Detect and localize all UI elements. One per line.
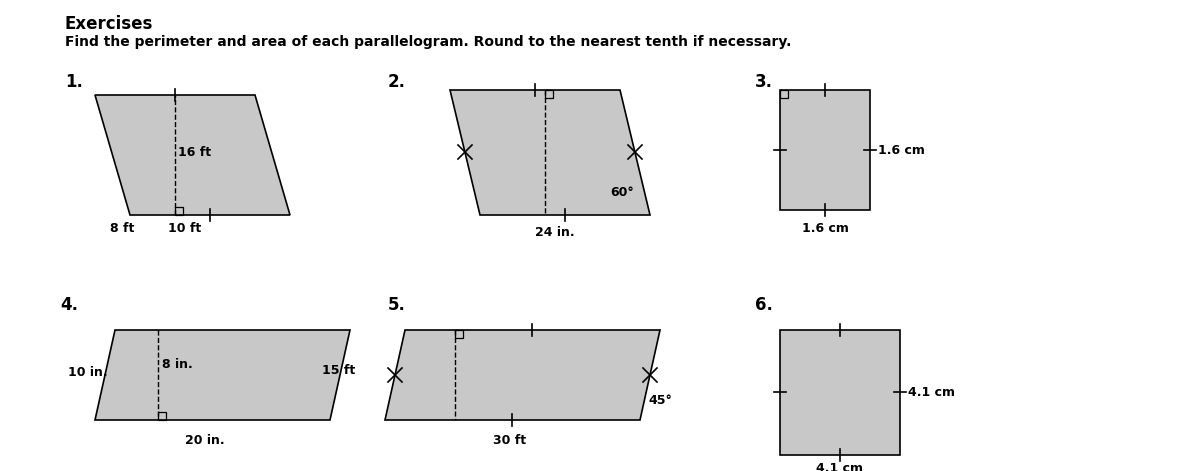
- Text: 60°: 60°: [610, 186, 634, 198]
- Polygon shape: [780, 90, 870, 210]
- Text: 5.: 5.: [388, 296, 406, 314]
- Text: 4.1 cm: 4.1 cm: [908, 385, 955, 398]
- Text: 3.: 3.: [755, 73, 773, 91]
- Polygon shape: [385, 330, 660, 420]
- Text: Exercises: Exercises: [65, 15, 154, 33]
- Text: 4.1 cm: 4.1 cm: [816, 462, 864, 471]
- Text: 30 ft: 30 ft: [493, 433, 527, 447]
- Text: 10 in.: 10 in.: [68, 365, 108, 379]
- Polygon shape: [95, 95, 290, 215]
- Text: 8 in.: 8 in.: [162, 358, 193, 372]
- Text: 24 in.: 24 in.: [535, 226, 575, 238]
- Text: 10 ft: 10 ft: [168, 221, 202, 235]
- Polygon shape: [450, 90, 650, 215]
- Text: 2.: 2.: [388, 73, 406, 91]
- Polygon shape: [95, 330, 350, 420]
- Text: 4.: 4.: [60, 296, 78, 314]
- Text: 16 ft: 16 ft: [178, 146, 211, 159]
- Text: 20 in.: 20 in.: [185, 433, 224, 447]
- Text: 15 ft: 15 ft: [322, 364, 355, 376]
- Text: 1.6 cm: 1.6 cm: [802, 221, 848, 235]
- Text: Find the perimeter and area of each parallelogram. Round to the nearest tenth if: Find the perimeter and area of each para…: [65, 35, 791, 49]
- Text: 45°: 45°: [648, 393, 672, 406]
- Text: 6.: 6.: [755, 296, 773, 314]
- Text: 1.: 1.: [65, 73, 83, 91]
- Polygon shape: [780, 330, 900, 455]
- Text: 1.6 cm: 1.6 cm: [878, 144, 925, 156]
- Text: 8 ft: 8 ft: [110, 221, 134, 235]
